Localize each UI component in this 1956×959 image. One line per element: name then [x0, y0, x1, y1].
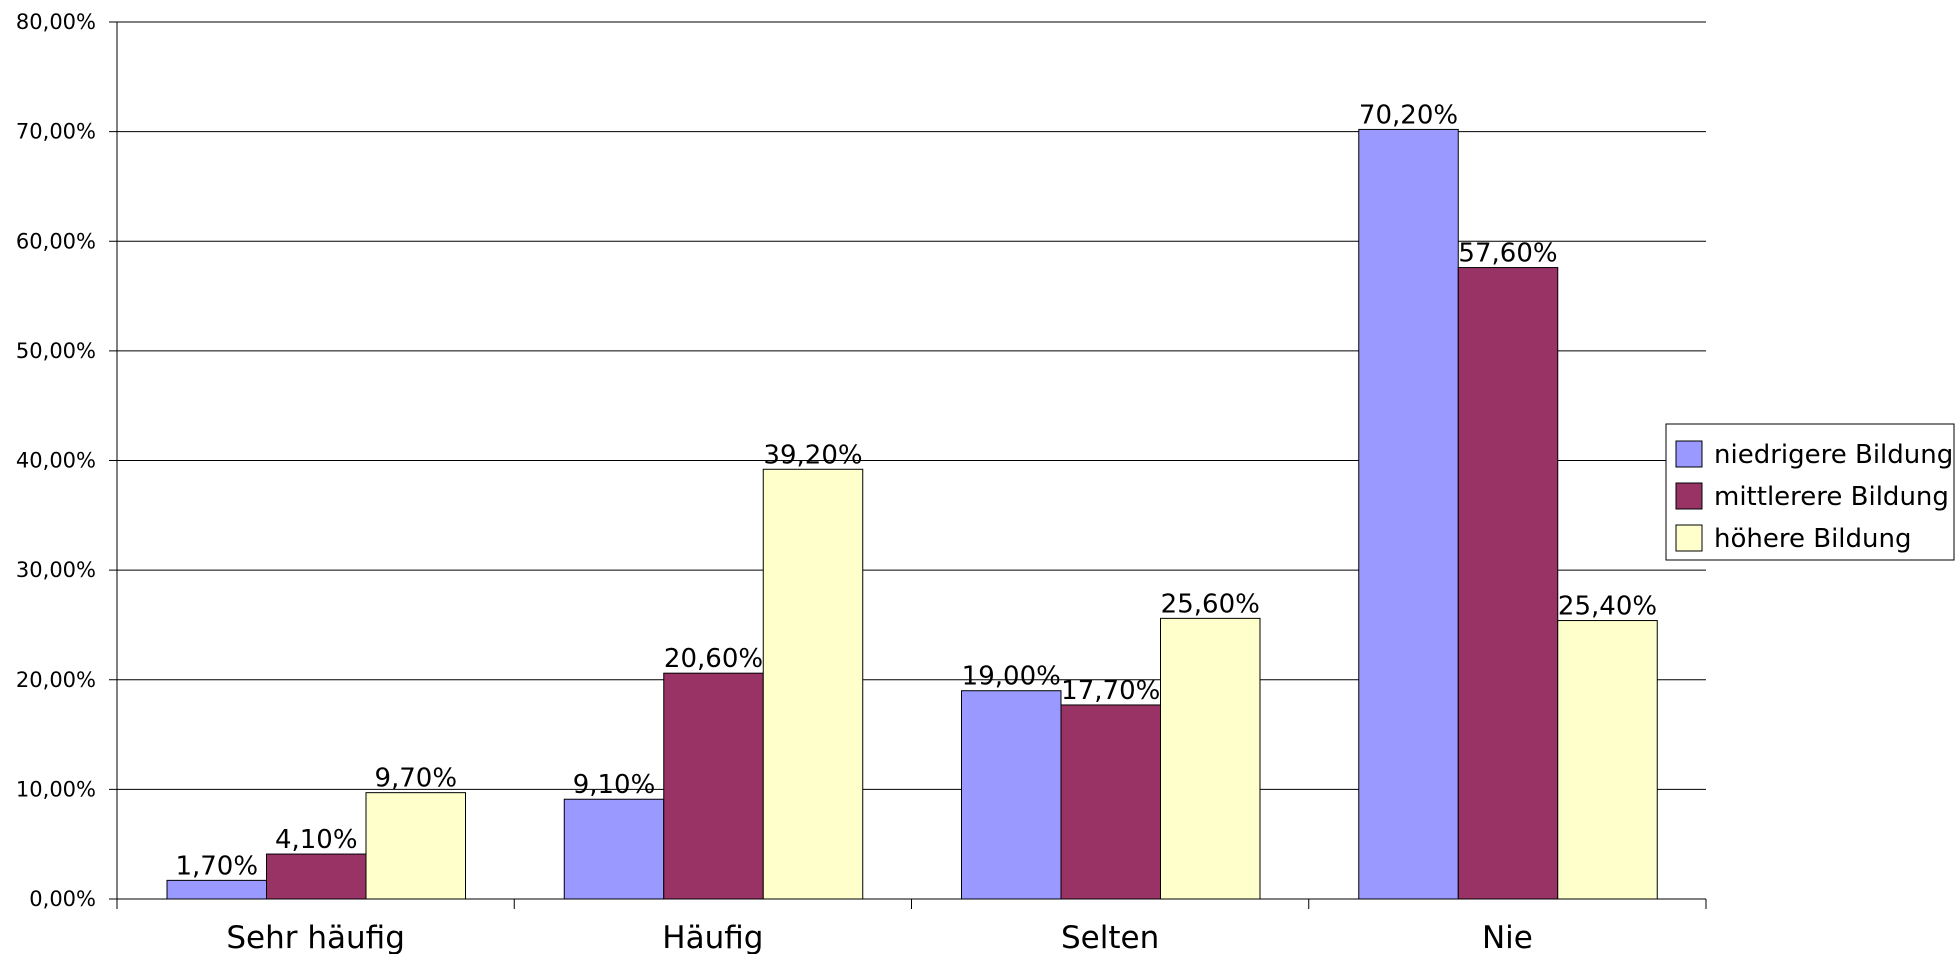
- x-category-label: Häufig: [662, 920, 763, 954]
- x-axis-labels: Sehr häufig Häufig Selten Nie: [226, 920, 1533, 956]
- data-label: 39,20%: [763, 440, 862, 470]
- data-label: 25,60%: [1161, 589, 1260, 619]
- bar: [365, 792, 466, 900]
- legend-box: [1665, 423, 1955, 561]
- data-label: 70,20%: [1359, 100, 1458, 130]
- x-category-label: Sehr häufig: [226, 920, 405, 954]
- bar: [1358, 128, 1459, 900]
- legend: niedrigere Bildung mittlerere Bildung höhe…: [1665, 423, 1955, 561]
- bar: [563, 798, 665, 900]
- bars: [166, 128, 1658, 900]
- y-tick-label: 70,00%: [16, 120, 96, 144]
- bar: [1060, 704, 1161, 900]
- y-tick-label: 60,00%: [16, 229, 96, 253]
- y-tick-label: 20,00%: [16, 668, 96, 692]
- legend-swatch: [1675, 482, 1703, 510]
- y-axis-tick-labels: 0,00% 10,00% 20,00% 30,00% 40,00% 50,00% 60,00…: [16, 10, 96, 911]
- bar: [1557, 620, 1658, 900]
- x-category-label: Selten: [1061, 920, 1159, 954]
- y-tick-label: 10,00%: [16, 777, 96, 801]
- data-label: 25,40%: [1558, 592, 1657, 622]
- data-labels: 1,70% 4,10% 9,70% 9,10% 20,60% 39,20% 19,00% 17…: [175, 100, 1657, 881]
- legend-swatch: [1675, 440, 1703, 468]
- bar: [1457, 267, 1559, 900]
- bar: [1160, 617, 1261, 900]
- y-tick-label: 0,00%: [29, 887, 96, 911]
- y-tick-label: 80,00%: [16, 10, 96, 34]
- data-label: 1,70%: [175, 851, 258, 881]
- legend-swatch: [1675, 524, 1703, 552]
- data-label: 20,60%: [664, 644, 763, 674]
- y-tick-label: 30,00%: [16, 558, 96, 582]
- legend-label: niedrigere Bildung: [1714, 440, 1953, 470]
- data-label: 9,10%: [573, 770, 656, 800]
- bar: [762, 468, 864, 900]
- y-tick-label: 40,00%: [16, 449, 96, 473]
- bar: [266, 853, 367, 900]
- data-label: 57,60%: [1458, 239, 1557, 269]
- data-label: 19,00%: [962, 662, 1061, 692]
- legend-label: höhere Bildung: [1714, 524, 1912, 554]
- bar: [961, 690, 1062, 900]
- data-label: 4,10%: [275, 825, 358, 855]
- y-tick-label: 50,00%: [16, 339, 96, 363]
- x-category-label: Nie: [1482, 920, 1533, 954]
- data-label: 17,70%: [1061, 676, 1160, 706]
- data-label: 9,70%: [374, 764, 457, 794]
- bar: [166, 879, 267, 900]
- legend-label: mittlerere Bildung: [1714, 482, 1949, 512]
- bar: [663, 672, 764, 900]
